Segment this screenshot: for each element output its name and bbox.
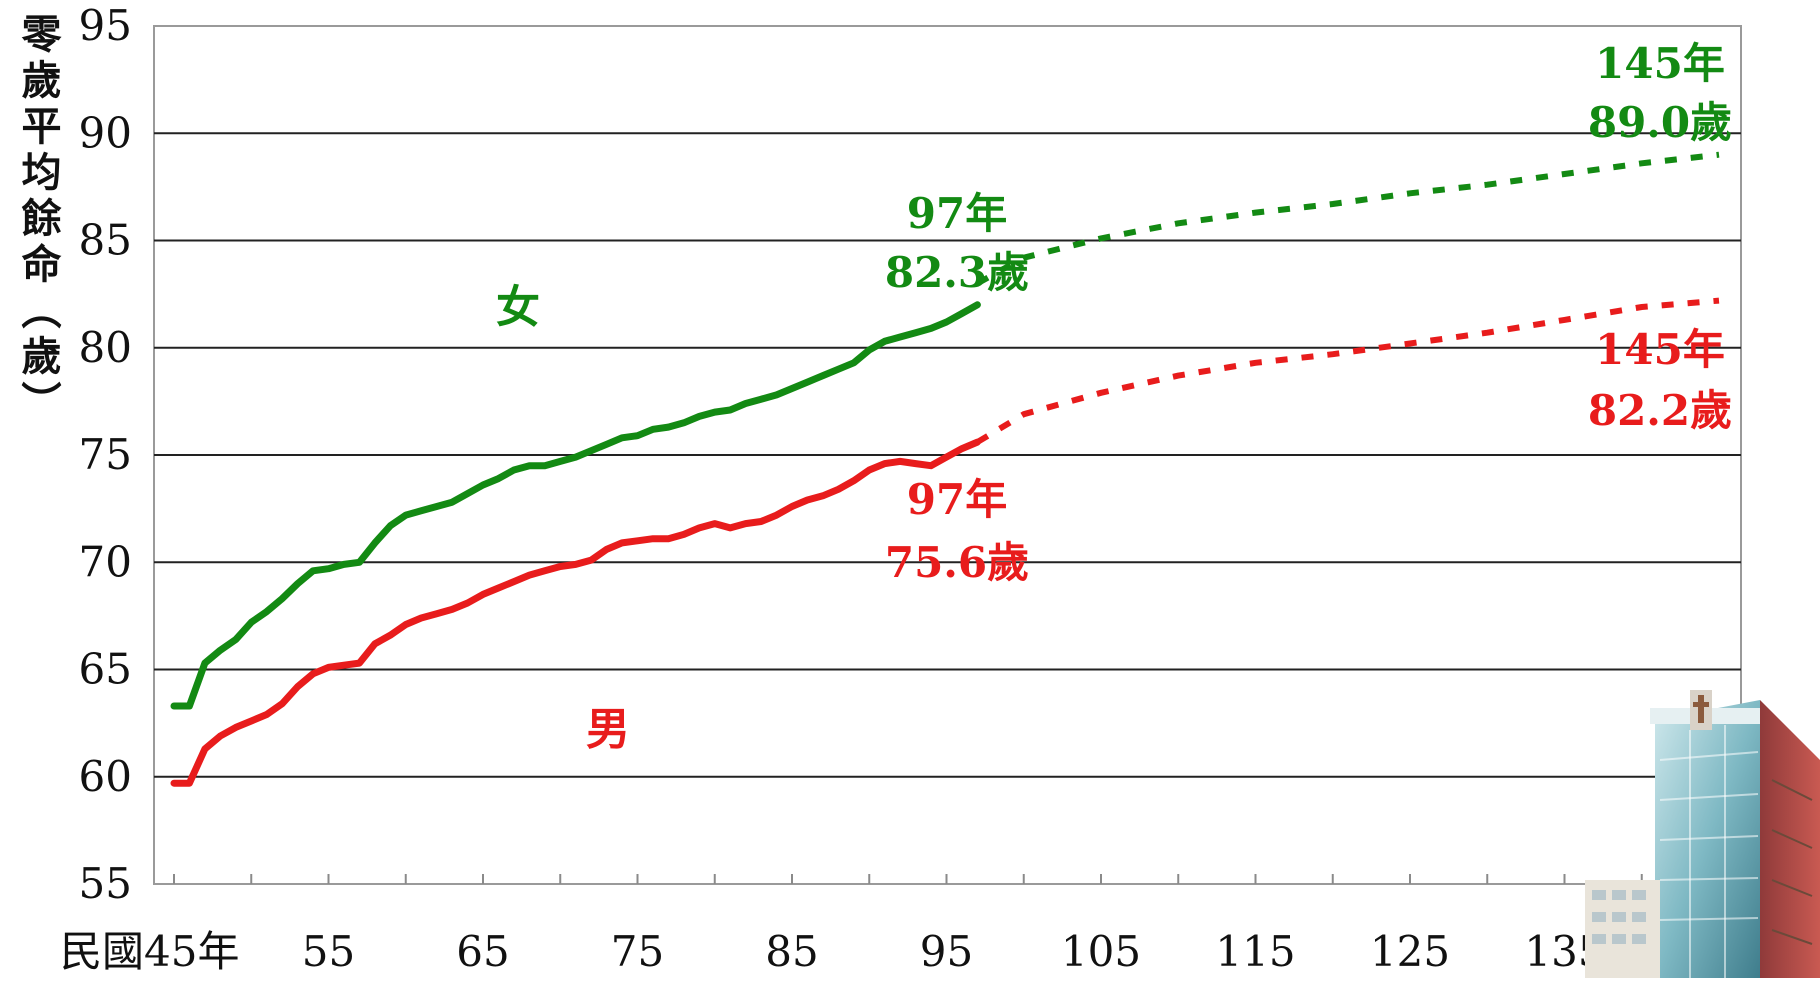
y-tick-label: 55 bbox=[79, 859, 132, 908]
y-tick-label: 75 bbox=[79, 430, 132, 479]
x-tick-marks bbox=[173, 874, 1720, 884]
male-145-year-label: 145年 bbox=[1595, 325, 1725, 374]
male-97-value-label: 75.6歲 bbox=[885, 538, 1029, 587]
x-tick-label: 115 bbox=[1215, 927, 1295, 976]
y-axis-title: 零歲平均餘命（歲） bbox=[15, 13, 62, 427]
female-145-value-label: 89.0歲 bbox=[1588, 98, 1732, 147]
series-male-line bbox=[170, 438, 981, 787]
male-145-value-label: 82.2歲 bbox=[1588, 386, 1732, 435]
female-97-year-label: 97年 bbox=[907, 189, 1007, 238]
x-tick-label: 95 bbox=[920, 927, 973, 976]
y-tick-label: 80 bbox=[79, 323, 132, 372]
y-tick-label: 85 bbox=[79, 216, 132, 265]
x-tick-label: 75 bbox=[611, 927, 664, 976]
building-photo bbox=[1585, 690, 1820, 978]
female-series-label: 女 bbox=[496, 282, 540, 333]
series-female-line bbox=[170, 301, 981, 710]
y-tick-labels: 55 60 65 70 75 80 85 90 95 bbox=[79, 1, 132, 908]
x-tick-label: 民國45年 bbox=[60, 927, 239, 976]
series-female_projection-line bbox=[975, 151, 1720, 287]
male-97-year-label: 97年 bbox=[907, 475, 1007, 524]
series-layer bbox=[170, 151, 1720, 787]
y-tick-label: 90 bbox=[79, 108, 132, 157]
y-tick-label: 95 bbox=[79, 1, 132, 50]
y-tick-label: 60 bbox=[79, 752, 132, 801]
female-97-value-label: 82.3歲 bbox=[885, 248, 1029, 297]
x-tick-label: 65 bbox=[456, 927, 509, 976]
x-tick-labels: 民國45年5565758595105115125135145年 bbox=[60, 927, 1780, 976]
male-series-label: 男 bbox=[586, 704, 630, 755]
x-tick-label: 125 bbox=[1370, 927, 1450, 976]
x-tick-label: 55 bbox=[302, 927, 355, 976]
x-tick-label: 85 bbox=[765, 927, 818, 976]
x-tick-label: 105 bbox=[1061, 927, 1141, 976]
y-tick-label: 65 bbox=[79, 645, 132, 694]
series-male_projection-line bbox=[975, 297, 1720, 445]
y-tick-label: 70 bbox=[79, 537, 132, 586]
female-145-year-label: 145年 bbox=[1595, 39, 1725, 88]
grid-lines bbox=[154, 132, 1741, 778]
